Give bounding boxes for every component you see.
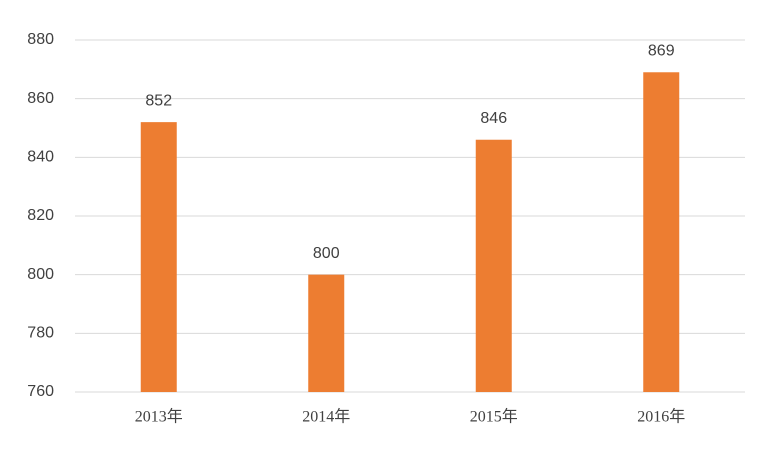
bar — [643, 72, 680, 393]
data-label: 869 — [648, 42, 675, 59]
data-label: 800 — [313, 245, 340, 262]
bar — [475, 139, 512, 392]
y-tick-label: 860 — [27, 90, 54, 107]
x-tick-label: 2014年 — [302, 408, 350, 426]
bar — [140, 122, 177, 392]
data-label: 846 — [480, 110, 507, 127]
data-label: 852 — [145, 92, 172, 109]
y-tick-label: 880 — [27, 31, 54, 48]
x-tick-label: 2013年 — [135, 408, 183, 426]
y-tick-label: 820 — [27, 207, 54, 224]
bar — [308, 274, 345, 392]
y-tick-label: 760 — [27, 383, 54, 400]
y-tick-label: 840 — [27, 149, 54, 166]
y-tick-label: 800 — [27, 266, 54, 283]
x-tick-label: 2016年 — [637, 408, 685, 426]
x-tick-label: 2015年 — [470, 408, 518, 426]
y-tick-label: 780 — [27, 325, 54, 342]
